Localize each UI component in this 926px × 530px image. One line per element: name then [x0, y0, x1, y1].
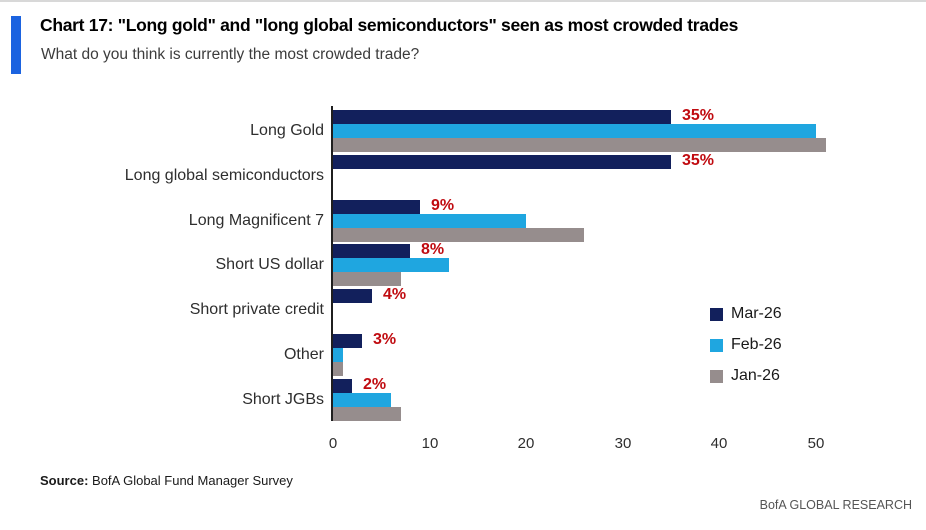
feb-26-bar: [333, 214, 526, 228]
legend-swatch-feb-26: [710, 338, 723, 352]
category-label: Long Gold: [250, 122, 324, 139]
feb-26-bar: [333, 348, 343, 362]
category-label: Other: [283, 346, 324, 363]
jan-26-bar: [333, 272, 401, 286]
data-label: 4%: [383, 286, 407, 303]
legend-swatch-jan-26: [710, 369, 723, 383]
jan-26-bar: [333, 138, 826, 152]
mar-26-bar: [333, 244, 410, 258]
brand-text: BofA GLOBAL RESEARCH: [759, 498, 912, 512]
category-label: Long Magnificent 7: [188, 211, 324, 229]
mar-26-bar: [333, 379, 352, 393]
data-label: 35%: [682, 107, 715, 124]
data-label: 3%: [373, 331, 397, 348]
jan-26-bar: [333, 407, 401, 421]
legend-item-feb-26: Feb-26: [710, 336, 782, 354]
legend-swatch-mar-26: [710, 307, 723, 321]
legend-label: Mar-26: [731, 305, 782, 322]
category-label: Short JGBs: [242, 390, 324, 408]
legend-item-mar-26: Mar-26: [710, 305, 782, 323]
mar-26-bar: [333, 289, 372, 303]
feb-26-bar: [333, 393, 391, 407]
feb-26-bar: [333, 124, 816, 138]
mar-26-bar: [333, 334, 362, 348]
source-text: BofA Global Fund Manager Survey: [88, 473, 293, 488]
x-axis-tick-label: 50: [807, 435, 825, 452]
chart-subtitle: What do you think is currently the most …: [41, 46, 420, 63]
data-label: 2%: [363, 376, 387, 393]
legend-label: Jan-26: [731, 367, 780, 384]
chart-title: Chart 17: "Long gold" and "long global s…: [40, 15, 739, 35]
jan-26-bar: [333, 362, 343, 376]
legend-item-jan-26: Jan-26: [710, 367, 782, 385]
x-axis-tick-label: 20: [517, 435, 535, 452]
category-label: Short private credit: [189, 301, 324, 319]
y-axis-line: [331, 106, 333, 421]
category-label: Long global semiconductors: [124, 166, 324, 184]
chart-legend: Mar-26 Feb-26 Jan-26: [710, 305, 782, 385]
data-label: 9%: [431, 197, 455, 214]
feb-26-bar: [333, 258, 449, 272]
data-label: 8%: [421, 241, 445, 258]
x-axis-tick-label: 40: [710, 435, 728, 452]
jan-26-bar: [333, 228, 584, 242]
category-label: Short US dollar: [215, 256, 325, 274]
title-accent-bar: [11, 16, 21, 74]
x-axis-tick-label: 10: [421, 435, 439, 452]
mar-26-bar: [333, 200, 420, 214]
x-axis-tick-label: 0: [328, 435, 338, 452]
data-label: 35%: [682, 152, 715, 169]
mar-26-bar: [333, 155, 671, 169]
mar-26-bar: [333, 110, 671, 124]
x-axis-tick-label: 30: [614, 435, 632, 452]
source-label: Source:: [40, 473, 89, 488]
source-line: Source: BofA Global Fund Manager Survey: [40, 473, 293, 488]
legend-label: Feb-26: [731, 336, 782, 353]
